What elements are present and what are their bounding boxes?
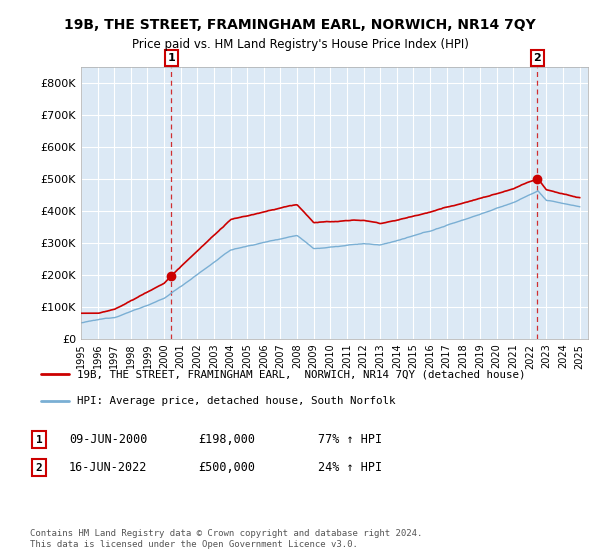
Text: 77% ↑ HPI: 77% ↑ HPI: [318, 433, 382, 446]
Text: £500,000: £500,000: [198, 461, 255, 474]
Text: 19B, THE STREET, FRAMINGHAM EARL, NORWICH, NR14 7QY: 19B, THE STREET, FRAMINGHAM EARL, NORWIC…: [64, 18, 536, 32]
Text: 16-JUN-2022: 16-JUN-2022: [69, 461, 148, 474]
Text: Price paid vs. HM Land Registry's House Price Index (HPI): Price paid vs. HM Land Registry's House …: [131, 38, 469, 52]
Text: 19B, THE STREET, FRAMINGHAM EARL,  NORWICH, NR14 7QY (detached house): 19B, THE STREET, FRAMINGHAM EARL, NORWIC…: [77, 369, 526, 379]
Text: 09-JUN-2000: 09-JUN-2000: [69, 433, 148, 446]
Text: 1: 1: [35, 435, 43, 445]
Text: 2: 2: [35, 463, 43, 473]
Text: 2: 2: [533, 53, 541, 63]
Text: £198,000: £198,000: [198, 433, 255, 446]
Text: 1: 1: [167, 53, 175, 63]
Text: Contains HM Land Registry data © Crown copyright and database right 2024.
This d: Contains HM Land Registry data © Crown c…: [30, 529, 422, 549]
Text: 24% ↑ HPI: 24% ↑ HPI: [318, 461, 382, 474]
Text: HPI: Average price, detached house, South Norfolk: HPI: Average price, detached house, Sout…: [77, 396, 395, 407]
